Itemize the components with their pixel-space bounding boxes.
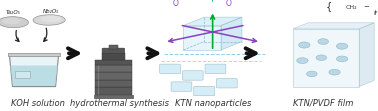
Ellipse shape	[318, 39, 328, 44]
Ellipse shape	[33, 15, 65, 25]
Polygon shape	[10, 65, 58, 86]
Bar	[109, 45, 118, 49]
Ellipse shape	[299, 42, 310, 48]
Bar	[15, 71, 30, 78]
Bar	[95, 65, 132, 72]
Text: T: T	[210, 0, 215, 4]
Polygon shape	[9, 55, 59, 87]
FancyBboxPatch shape	[217, 79, 237, 88]
FancyBboxPatch shape	[160, 64, 181, 74]
Bar	[102, 53, 125, 60]
Ellipse shape	[297, 58, 308, 63]
Polygon shape	[221, 17, 242, 50]
Bar	[95, 72, 132, 80]
Text: O: O	[173, 0, 179, 8]
FancyBboxPatch shape	[194, 86, 215, 96]
Text: Ta₂O₅: Ta₂O₅	[6, 10, 21, 15]
Text: −: −	[364, 4, 370, 10]
Text: Nb₂O₅: Nb₂O₅	[43, 9, 59, 14]
Ellipse shape	[2, 18, 21, 24]
Polygon shape	[183, 17, 242, 26]
Ellipse shape	[40, 16, 62, 22]
Text: KTN/PVDF film: KTN/PVDF film	[293, 99, 353, 108]
FancyBboxPatch shape	[182, 71, 203, 80]
Text: KOH solution: KOH solution	[11, 99, 65, 108]
Text: hydrothermal synthesis: hydrothermal synthesis	[70, 99, 169, 108]
Text: F: F	[373, 11, 377, 16]
Text: {: {	[326, 1, 332, 11]
Ellipse shape	[0, 17, 28, 28]
Bar	[95, 60, 132, 65]
Text: O: O	[226, 0, 232, 8]
FancyBboxPatch shape	[205, 64, 226, 74]
Ellipse shape	[329, 69, 340, 75]
Bar	[94, 95, 133, 98]
Polygon shape	[293, 23, 374, 29]
Ellipse shape	[316, 55, 327, 60]
FancyBboxPatch shape	[171, 82, 192, 91]
Text: KTN nanoparticles: KTN nanoparticles	[175, 99, 252, 108]
Bar	[8, 53, 60, 56]
Text: CH₂: CH₂	[346, 5, 357, 10]
Bar	[94, 87, 132, 95]
Bar	[293, 29, 359, 87]
Ellipse shape	[307, 71, 317, 77]
Ellipse shape	[336, 43, 348, 49]
Ellipse shape	[336, 56, 348, 62]
Polygon shape	[359, 23, 374, 87]
Polygon shape	[183, 26, 221, 50]
Bar	[94, 80, 132, 87]
FancyBboxPatch shape	[102, 48, 125, 54]
